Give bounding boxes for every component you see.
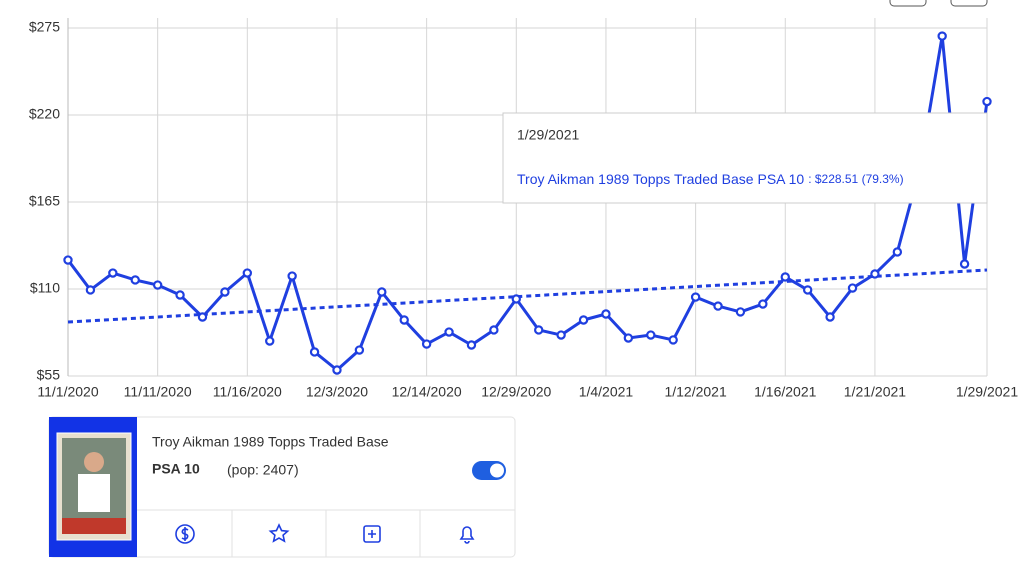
data-point [534,325,544,335]
toggle-knob [490,463,504,478]
data-point [309,347,320,357]
data-point [108,268,118,278]
data-point [646,330,656,340]
tooltip-detail: : $228.51 (79.3%) [808,172,903,186]
tooltip-date: 1/29/2021 [517,127,579,143]
data-point [399,315,409,325]
price-line [66,34,989,372]
tooltip-box [502,112,988,204]
y-tick-label: $55 [37,367,61,383]
data-point [847,283,858,293]
card: Troy Aikman 1989 Topps Traded Base PSA 1… [48,416,516,558]
x-tick-label: 12/3/2020 [306,384,368,400]
star-button[interactable] [268,523,290,543]
tooltip-line: Troy Aikman 1989 Topps Traded Base PSA 1… [517,171,904,187]
y-tick-label: $165 [29,193,60,209]
data-point [197,312,208,322]
data-point [421,339,432,349]
data-point [152,280,163,290]
x-tick-label: 11/16/2020 [213,384,282,400]
data-point [265,336,275,346]
trend-line [67,268,988,324]
y-tick-label: $110 [30,280,60,296]
plot: 11/1/2020 11/11/2020 11/16/2020 12/3/2020 12… [29,18,1018,400]
data-point [287,271,297,281]
tooltip: 1/29/2021 Troy Aikman 1989 Topps Traded … [502,112,988,204]
data-point [466,340,477,350]
card-jersey [78,474,110,512]
y-tick-label: $275 [29,19,60,35]
x-tick-label: 1/16/2021 [754,384,816,400]
card-grade: PSA 10 [152,461,200,477]
data-point [444,327,454,337]
data-point [870,269,880,279]
x-tick-label: 1/29/2021 [956,384,1018,400]
data-point [63,255,73,265]
data-point [377,287,387,297]
data-point [601,309,611,319]
price-button[interactable] [175,524,195,544]
x-tick-label: 11/11/2020 [124,384,192,400]
zoom-button[interactable] [889,0,927,7]
data-point [85,285,96,295]
add-button[interactable] [363,525,381,543]
x-tick-label: 1/21/2021 [844,384,906,400]
card-pop: (pop: 2407) [227,462,299,478]
data-point [511,294,521,304]
tooltip-series: Troy Aikman 1989 Topps Traded Base PSA 1… [517,171,804,187]
card-face [84,452,104,472]
data-point [242,268,253,278]
x-tick-label: 12/29/2020 [481,384,551,400]
data-point [130,275,140,285]
card-banner [62,518,126,534]
alert-button[interactable] [459,526,475,544]
data-point [937,31,947,41]
data-point [489,325,499,335]
data-point [354,345,365,355]
data-point [735,307,746,317]
data-point [623,333,634,343]
data-point [690,292,701,302]
data-point [802,285,813,295]
x-tick-label: 1/12/2021 [664,384,726,400]
data-point [982,96,992,107]
data-point [332,365,342,375]
card-title: Troy Aikman 1989 Topps Traded Base [152,434,389,450]
data-point [668,335,678,345]
data-point [780,272,790,282]
data-point [959,259,970,269]
x-tick-label: 1/4/2021 [579,384,634,400]
zoom-button[interactable] [950,0,988,7]
data-point [175,290,185,300]
data-point [220,287,230,297]
data-point [825,312,835,322]
x-tick-label: 12/14/2020 [392,384,462,400]
data-point [892,247,903,257]
data-point [578,315,589,325]
data-point [556,330,566,340]
data-point [758,299,768,309]
data-point [713,301,723,311]
toggle[interactable] [472,461,506,480]
y-tick-label: $220 [29,106,60,122]
x-tick-label: 11/1/2020 [37,384,98,400]
